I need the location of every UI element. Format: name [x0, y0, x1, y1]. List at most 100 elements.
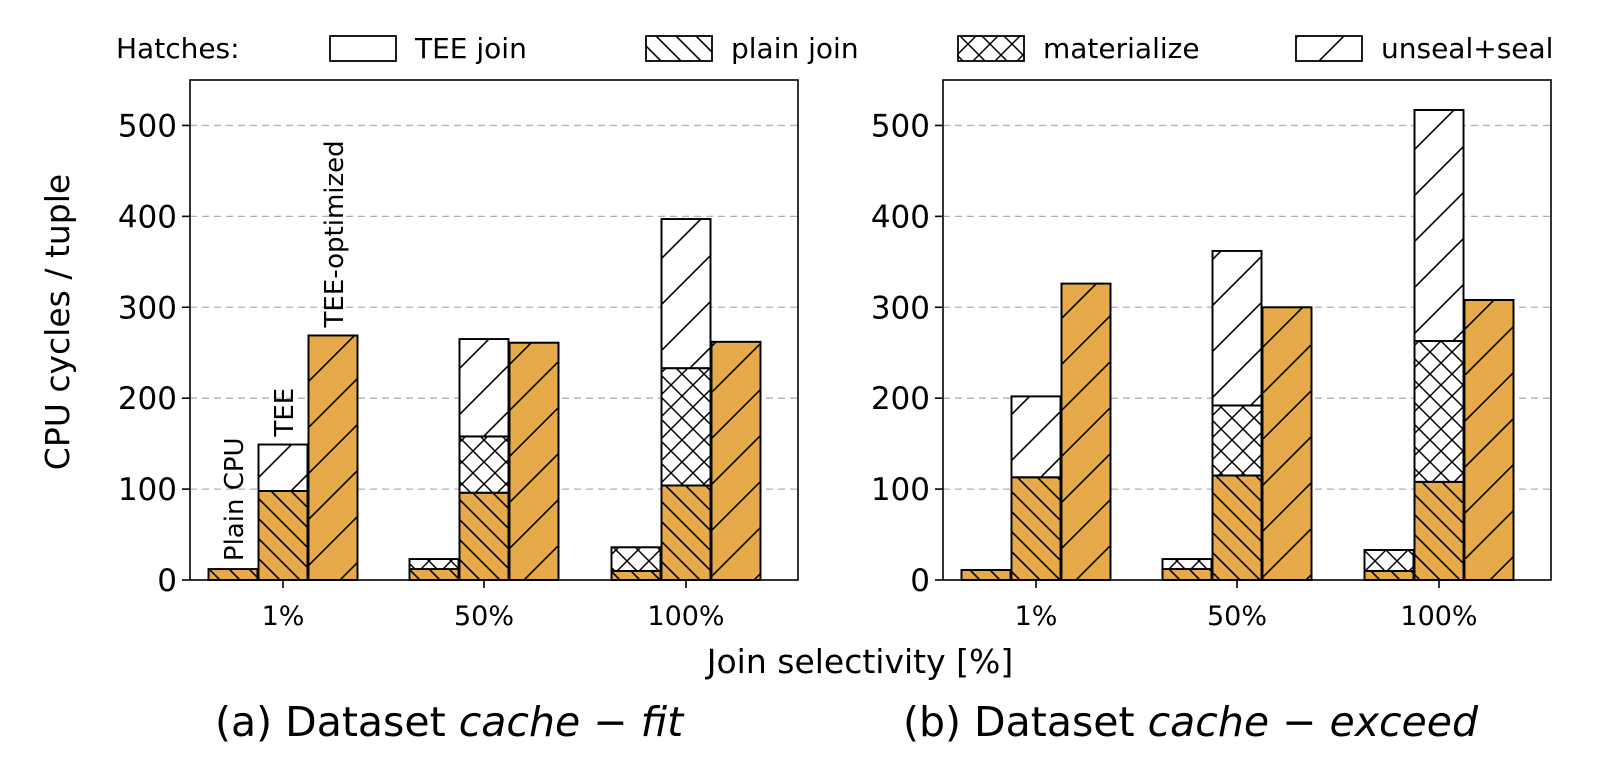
bar-50pct-plain-cpu [408, 558, 460, 581]
segment-hatch-plain-join [1413, 480, 1465, 581]
segment-hatch-materialize [1161, 558, 1213, 570]
legend-item-tee-join: TEE join [329, 32, 527, 65]
segment-hatch-materialize [458, 435, 510, 494]
segment-hatch-unseal-seal [710, 340, 762, 581]
caption-b: (b) Dataset cache − exceed [903, 698, 1479, 746]
bar-100pct-tee [1413, 109, 1465, 581]
legend-swatch-plain-join [645, 35, 713, 62]
x-tick-label-50pct: 50% [454, 601, 514, 632]
y-tick-label-300: 300 [871, 290, 930, 326]
bar-100pct-tee [660, 218, 712, 581]
y-tick-label-400: 400 [118, 199, 177, 235]
x-tick-label-100pct: 100% [647, 601, 724, 632]
segment-hatch-plain-join [257, 490, 309, 581]
bar-50pct-tee [458, 338, 510, 581]
bar-100pct-tee-optimized [1463, 299, 1515, 581]
segment-hatch-materialize [1363, 549, 1415, 572]
segment-hatch-unseal-seal [257, 443, 309, 492]
x-tick-label-1pct: 1% [262, 601, 305, 632]
bar-1pct-tee-optimized [1060, 282, 1112, 581]
segment-hatch-materialize [660, 367, 712, 487]
segment-hatch-plain-join [660, 484, 712, 581]
plot-frame [942, 79, 1552, 581]
legend-swatch-tee-join [329, 35, 397, 62]
segment-hatch-materialize [1413, 340, 1465, 483]
bar-1pct-tee: TEE [257, 388, 309, 581]
segment-hatch-plain-join [1211, 474, 1263, 581]
legend-swatch-unseal-seal [1295, 35, 1363, 62]
legend-label-tee-join: TEE join [414, 32, 527, 65]
caption-a-math: cache − fit [459, 698, 685, 746]
y-tick-label-300: 300 [118, 290, 177, 326]
y-tick-label-200: 200 [871, 381, 930, 417]
segment-hatch-plain-join [960, 569, 1012, 581]
y-axis-label: CPU cycles / tuple [38, 174, 77, 470]
segment-hatch-plain-join [408, 568, 460, 581]
segment-hatch-unseal-seal [1060, 282, 1112, 581]
chart-panel-cache-fit: Plain CPU TEE TEE-optimized 0 100 200 300 400 5… [38, 79, 799, 632]
caption-a-prefix: (a) Dataset [215, 698, 459, 746]
legend-item-materialize: materialize [957, 32, 1200, 65]
bar-50pct-tee [1211, 250, 1263, 581]
y-tick-label-200: 200 [118, 381, 177, 417]
y-tick-label-0: 0 [157, 563, 177, 599]
segment-hatch-plain-join [1010, 476, 1062, 581]
segment-hatch-unseal-seal [1211, 250, 1263, 407]
y-tick-label-500: 500 [871, 108, 930, 144]
chart-panel-cache-exceed: 0 100 200 300 400 500 1% 50% 100% [871, 79, 1552, 632]
caption-b-prefix: (b) Dataset [903, 698, 1148, 746]
bar-1pct-plain-cpu: Plain CPU [207, 437, 259, 581]
segment-hatch-unseal-seal [307, 334, 359, 581]
legend-swatch-materialize [957, 35, 1025, 62]
bar-label-plain-cpu: Plain CPU [220, 437, 250, 561]
segment-hatch-plain-join [610, 570, 662, 581]
bar-1pct-tee [1010, 395, 1062, 581]
plot-frame [189, 79, 799, 581]
x-tick-label-50pct: 50% [1207, 601, 1267, 632]
segment-hatch-unseal-seal [1261, 306, 1313, 581]
bar-100pct-plain-cpu [1363, 549, 1415, 581]
axes: 0 100 200 300 400 500 1% 50% 100% [871, 108, 1478, 632]
bar-100pct-tee-optimized [710, 340, 762, 581]
x-tick-label-100pct: 100% [1400, 601, 1477, 632]
segment-hatch-materialize [408, 558, 460, 570]
bar-50pct-tee-optimized [508, 341, 560, 581]
legend: Hatches: TEE join plain join materialize… [116, 32, 1553, 65]
bar-100pct-plain-cpu [610, 546, 662, 581]
bar-50pct-tee-optimized [1261, 306, 1313, 581]
bar-label-tee: TEE [270, 388, 300, 438]
segment-hatch-unseal-seal [508, 341, 560, 581]
segment-hatch-plain-join [1161, 568, 1213, 581]
segment-hatch-plain-join [1363, 570, 1415, 581]
legend-item-unseal-seal: unseal+seal [1295, 32, 1553, 65]
segment-hatch-materialize [1211, 404, 1263, 477]
x-axis-label: Join selectivity [%] [705, 642, 1013, 681]
axes: 0 100 200 300 400 500 1% 50% 100% [118, 108, 725, 632]
caption-b-math: cache − exceed [1148, 698, 1479, 746]
segment-hatch-unseal-seal [660, 218, 712, 370]
bars: Plain CPU TEE TEE-optimized [207, 140, 762, 581]
segment-hatch-unseal-seal [1413, 109, 1465, 342]
legend-label-unseal-seal: unseal+seal [1381, 32, 1553, 65]
segment-hatch-unseal-seal [1010, 395, 1062, 479]
bar-label-tee-optimized: TEE-optimized [320, 140, 350, 328]
y-tick-label-100: 100 [871, 472, 930, 508]
segment-hatch-materialize [610, 546, 662, 572]
segment-hatch-plain-join [458, 491, 510, 581]
legend-label-plain-join: plain join [731, 32, 859, 65]
bar-50pct-plain-cpu [1161, 558, 1213, 581]
bars [960, 109, 1515, 581]
y-tick-label-0: 0 [910, 563, 930, 599]
legend-item-plain-join: plain join [645, 32, 859, 65]
bar-1pct-plain-cpu [960, 569, 1012, 581]
segment-hatch-unseal-seal [458, 338, 510, 438]
caption-a: (a) Dataset cache − fit [215, 698, 685, 746]
legend-title: Hatches: [116, 32, 240, 65]
y-tick-label-500: 500 [118, 108, 177, 144]
legend-label-materialize: materialize [1043, 32, 1200, 65]
y-tick-label-100: 100 [118, 472, 177, 508]
y-tick-label-400: 400 [871, 199, 930, 235]
segment-hatch-plain-join [207, 568, 259, 581]
segment-hatch-unseal-seal [1463, 299, 1515, 581]
